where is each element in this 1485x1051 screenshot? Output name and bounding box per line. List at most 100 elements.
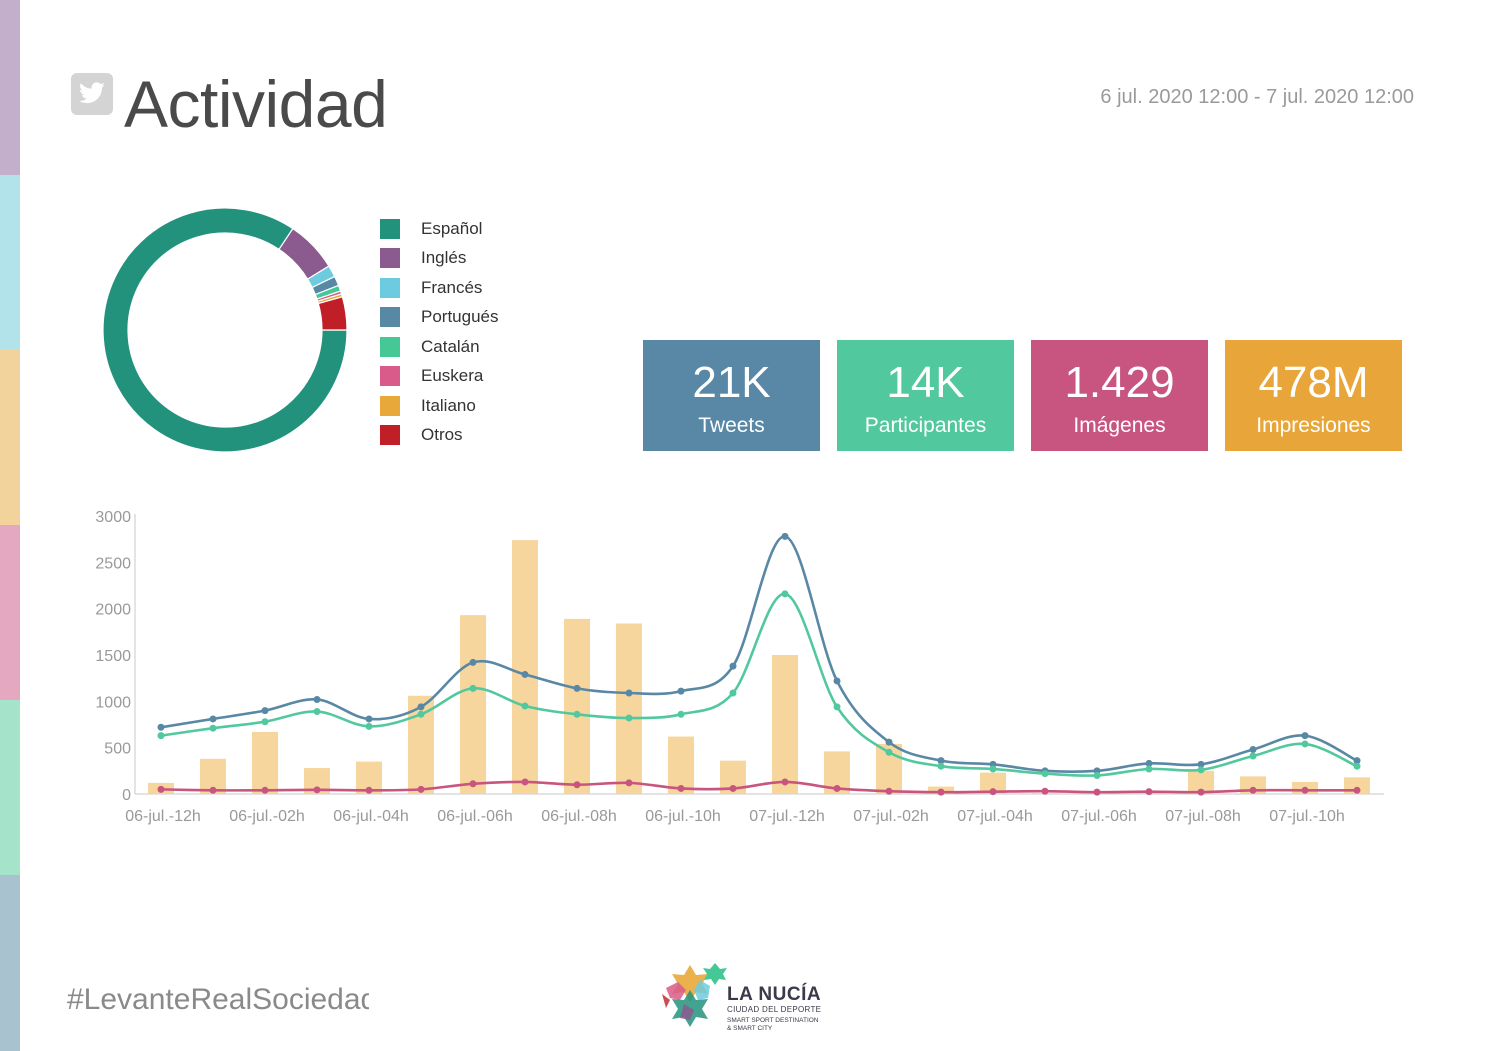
series-point (677, 710, 685, 718)
legend-swatch (380, 277, 400, 298)
series-point (1301, 732, 1309, 740)
kpi-value: 21K (692, 358, 771, 407)
series-point (573, 710, 581, 718)
series-point (1301, 740, 1309, 748)
legend-swatch (380, 425, 400, 446)
series-point (1145, 759, 1153, 767)
legend-item: Francés (380, 273, 499, 303)
x-tick-label: 06-jul.-10h (645, 808, 721, 825)
x-tick-label: 07-jul.-08h (1165, 808, 1241, 825)
x-tick-label: 06-jul.-04h (333, 808, 409, 825)
series-point (261, 786, 269, 794)
series-point (157, 785, 165, 793)
kpi-impresiones: 478M Impresiones (1225, 340, 1402, 451)
legend-label: Portugués (421, 307, 499, 327)
y-tick-label: 1500 (95, 648, 131, 665)
series-point (833, 677, 841, 685)
side-strip-segment (0, 875, 20, 1051)
x-tick-label: 06-jul.-06h (437, 808, 513, 825)
side-strip-segment (0, 700, 20, 876)
series-point (1353, 762, 1361, 770)
x-tick-label: 06-jul.-08h (541, 808, 617, 825)
series-point (937, 788, 945, 796)
series-point (625, 779, 633, 787)
series-point (833, 784, 841, 792)
kpi-label: Participantes (864, 414, 987, 437)
side-strip-segment (0, 525, 20, 701)
bar (980, 772, 1006, 794)
series-point (729, 662, 737, 670)
series-point (885, 787, 893, 795)
y-tick-label: 2000 (95, 602, 131, 619)
series-point (625, 714, 633, 722)
series-point (1249, 786, 1257, 794)
series-point (521, 702, 529, 710)
date-range: 6 jul. 2020 12:00 - 7 jul. 2020 12:00 (1100, 86, 1414, 108)
series-point (417, 785, 425, 793)
series-point (417, 703, 425, 711)
legend-swatch (380, 366, 400, 387)
series-line (160, 535, 1358, 774)
series-point (1353, 757, 1361, 765)
legend-label: Francés (421, 277, 483, 297)
series-point (521, 670, 529, 678)
series-point (365, 722, 373, 730)
series-point (989, 788, 997, 796)
series-point (1041, 770, 1049, 778)
series-point (209, 724, 217, 732)
bar (512, 540, 538, 794)
y-tick-label: 500 (104, 741, 131, 758)
series-point (729, 689, 737, 697)
series-point (781, 532, 789, 540)
kpi-value: 478M (1258, 358, 1369, 407)
series-point (469, 658, 477, 666)
series-point (1145, 788, 1153, 796)
kpi-label: Imágenes (1073, 414, 1166, 437)
series-point (625, 689, 633, 697)
series-point (469, 684, 477, 692)
donut-slice (102, 207, 348, 453)
series-point (781, 778, 789, 786)
legend-swatch (380, 395, 400, 416)
series-point (157, 723, 165, 731)
series-point (833, 703, 841, 711)
activity-chart: 0 500 1000 1500 2000 2500 3000 06-jul.-12h 06-ju… (95, 509, 1384, 825)
series-point (261, 718, 269, 726)
x-tick-label: 06-jul.-02h (229, 808, 305, 825)
legend-item: Catalán (380, 332, 499, 362)
legend-label: Inglés (421, 248, 467, 268)
series-point (365, 786, 373, 794)
bar (564, 618, 590, 794)
series-point (781, 590, 789, 598)
language-legend: Español Inglés Francés Portugués Catalán Eusk… (380, 214, 499, 450)
twitter-icon (71, 73, 113, 115)
legend-item: Italiano (380, 391, 499, 421)
legend-item: Euskera (380, 362, 499, 392)
legend-label: Catalán (421, 336, 480, 356)
donut-slice (317, 296, 348, 331)
series-point (1197, 788, 1205, 796)
series-point (1197, 760, 1205, 768)
series-point (1093, 788, 1101, 796)
legend-label: Otros (421, 425, 463, 445)
logo-tagline: SMART SPORT DESTINATION (727, 1017, 819, 1024)
series-point (1249, 752, 1257, 760)
series-point (573, 781, 581, 789)
bar (460, 615, 486, 794)
kpi-label: Impresiones (1256, 414, 1371, 437)
logo-subtitle: CIUDAD DEL DEPORTE (727, 1005, 822, 1014)
kpi-value: 1.429 (1064, 358, 1175, 407)
series-point (1197, 766, 1205, 774)
language-donut-chart (102, 207, 348, 453)
bar (1188, 770, 1214, 794)
x-tick-label: 07-jul.-06h (1061, 808, 1137, 825)
series-point (1353, 786, 1361, 794)
bar (616, 623, 642, 794)
logo-tagline-2: & SMART CITY (727, 1025, 773, 1032)
series-point (573, 684, 581, 692)
series-point (989, 765, 997, 773)
legend-label: Español (421, 218, 483, 238)
x-tick-label: 07-jul.-04h (957, 808, 1033, 825)
y-tick-label: 0 (122, 787, 131, 804)
series-line (160, 592, 1358, 777)
